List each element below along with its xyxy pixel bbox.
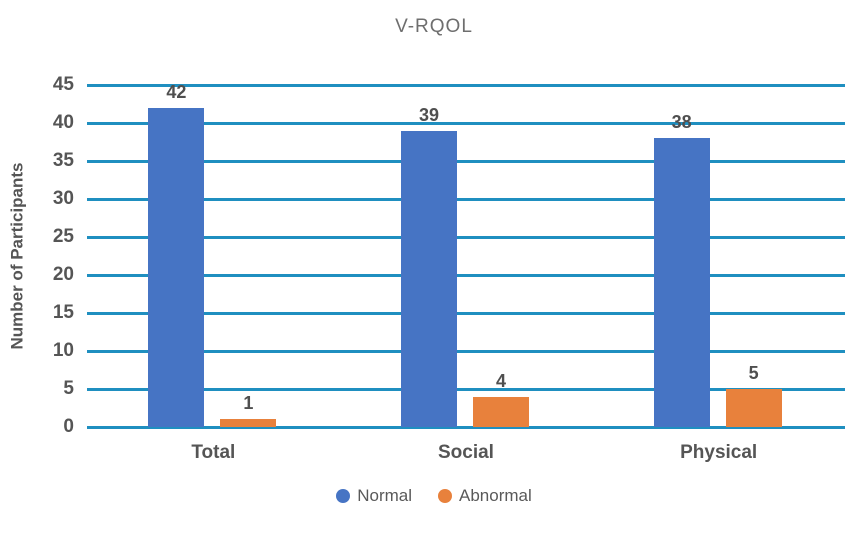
x-category-label-physical: Physical (680, 442, 758, 463)
data-label-abnormal-social: 4 (495, 370, 506, 391)
bar-normal-physical (653, 138, 710, 427)
gridline-y-5 (87, 387, 845, 391)
legend-item-normal: Normal (336, 486, 412, 506)
y-tick-label: 35 (52, 150, 74, 171)
legend: Normal Abnormal (0, 486, 868, 506)
y-tick-label: 20 (52, 264, 74, 285)
y-tick-label: 25 (52, 226, 74, 247)
gridline-y-0 (87, 425, 845, 429)
y-tick-label: 15 (52, 302, 74, 323)
chart-title: V-RQOL (395, 16, 473, 37)
y-tick-label: 5 (63, 378, 74, 399)
gridline-y-20 (87, 273, 845, 277)
data-label-abnormal-total: 1 (243, 393, 254, 414)
gridline-y-35 (87, 159, 845, 163)
gridline-y-40 (87, 121, 845, 125)
gridline-y-15 (87, 311, 845, 315)
data-label-normal-physical: 38 (671, 112, 692, 133)
y-tick-label: 10 (52, 340, 74, 361)
gridline-y-25 (87, 235, 845, 239)
y-tick-label: 30 (52, 188, 74, 209)
legend-item-abnormal: Abnormal (438, 486, 532, 506)
bar-abnormal-social (473, 396, 529, 427)
x-category-label-total: Total (191, 442, 236, 463)
y-tick-label: 40 (52, 112, 74, 133)
gridline-y-30 (87, 197, 845, 201)
legend-label-abnormal: Abnormal (459, 486, 532, 505)
gridline-y-10 (87, 349, 845, 353)
plot-area: 42 1 39 4 38 5 (87, 81, 845, 429)
data-label-normal-social: 39 (418, 104, 440, 125)
data-label-abnormal-physical: 5 (748, 363, 759, 383)
legend-marker-normal-icon (336, 489, 351, 503)
bar-normal-total (148, 107, 205, 427)
bar-abnormal-physical (725, 389, 782, 427)
y-tick-label: 45 (52, 74, 74, 95)
y-tick-label: 0 (63, 416, 74, 437)
legend-label-normal: Normal (357, 486, 413, 505)
y-axis-title-wrap: Number of Participants (0, 85, 36, 427)
bar-normal-social (401, 130, 457, 427)
bar-abnormal-total (220, 419, 277, 427)
gridline-y-45 (87, 83, 845, 87)
legend-marker-abnormal-icon (438, 489, 453, 503)
x-category-label-social: Social (437, 442, 494, 463)
data-label-normal-total: 42 (166, 81, 187, 102)
